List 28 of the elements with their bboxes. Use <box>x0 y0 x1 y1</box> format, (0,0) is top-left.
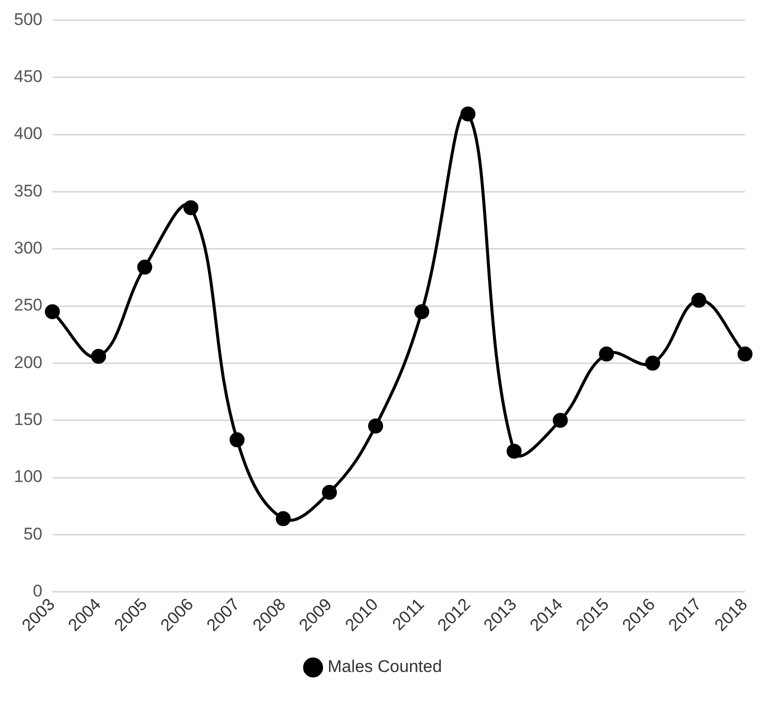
point <box>276 511 291 526</box>
point <box>183 200 198 216</box>
y-tick-label: 500 <box>14 10 42 29</box>
y-tick-label: 400 <box>14 124 42 144</box>
point <box>91 348 106 364</box>
point <box>738 346 752 362</box>
y-tick-label: 300 <box>14 238 42 258</box>
point <box>460 106 476 122</box>
point <box>137 260 152 275</box>
point <box>598 346 614 362</box>
y-tick-label: 200 <box>14 352 42 372</box>
point <box>322 484 337 500</box>
y-tick-label: 0 <box>32 582 42 601</box>
y-tick-label: 250 <box>14 296 42 315</box>
y-tick-label: 350 <box>14 181 42 200</box>
point <box>506 444 522 459</box>
point <box>691 292 706 308</box>
point <box>230 432 245 448</box>
y-tick-label: 450 <box>14 67 42 86</box>
point <box>552 412 568 428</box>
point <box>368 418 384 434</box>
point <box>645 356 660 371</box>
point <box>414 304 430 320</box>
point <box>44 304 60 320</box>
y-tick-label: 50 <box>23 524 42 544</box>
y-tick-label: 100 <box>14 467 42 486</box>
legend-label: Males Counted <box>328 657 442 676</box>
y-tick-label: 150 <box>14 410 42 430</box>
